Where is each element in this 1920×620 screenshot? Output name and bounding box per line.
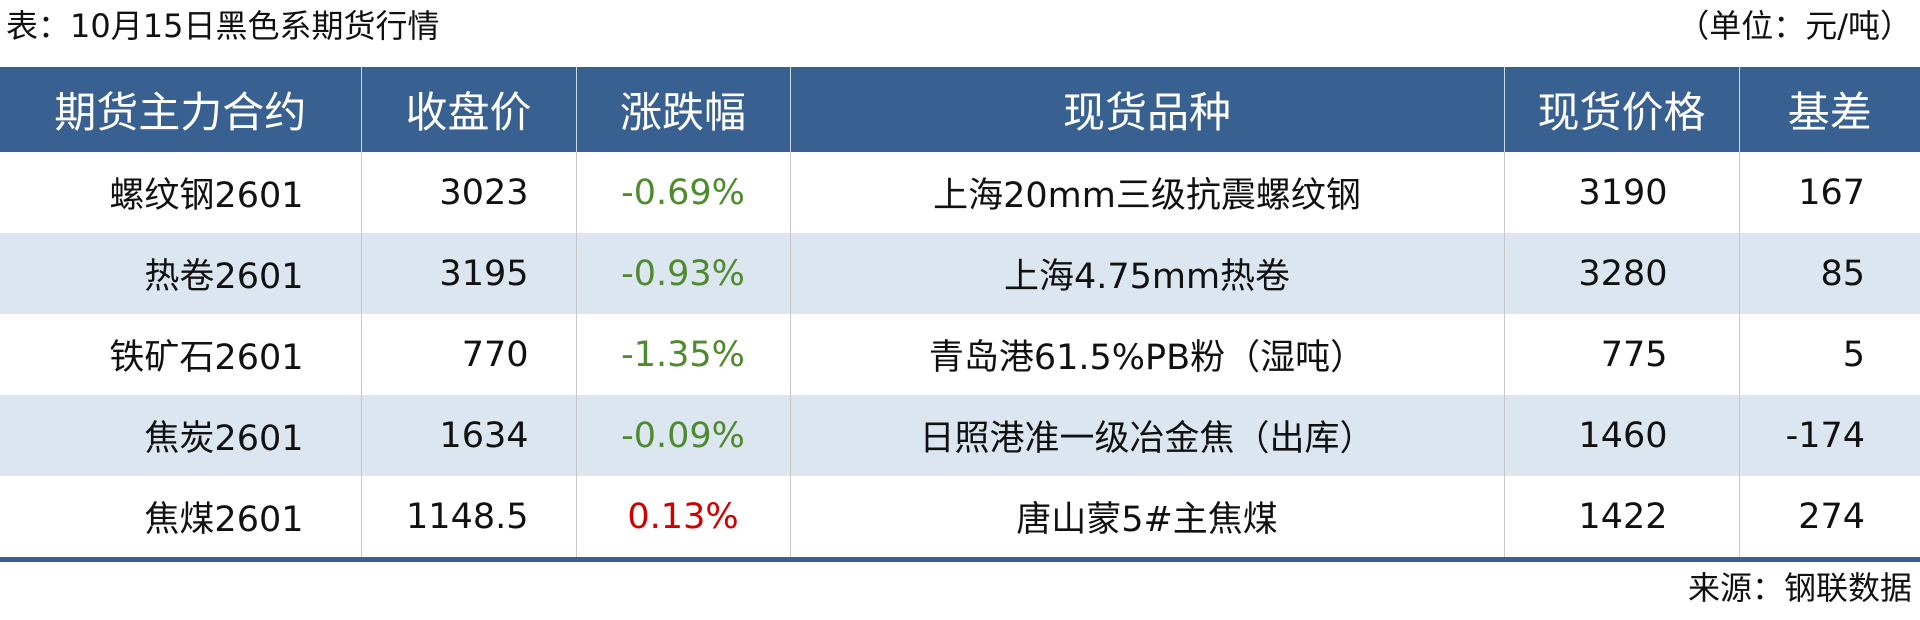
source-note: 来源：钢联数据 bbox=[1687, 569, 1912, 607]
header-basis: 基差 bbox=[1738, 67, 1920, 152]
header-change: 涨跌幅 bbox=[575, 67, 790, 152]
close-cell: 770 bbox=[360, 314, 576, 395]
header-close: 收盘价 bbox=[360, 67, 576, 152]
close-cell: 3195 bbox=[360, 233, 576, 314]
table-row: 螺纹钢2601 3023 -0.69% 上海20mm三级抗震螺纹钢 3190 167 bbox=[0, 152, 1920, 233]
spot-cell: 上海4.75mm热卷 bbox=[789, 233, 1504, 314]
basis-cell: 274 bbox=[1738, 476, 1920, 562]
change-cell: -0.69% bbox=[575, 152, 790, 233]
unit-label: （单位：元/吨） bbox=[1677, 7, 1912, 45]
contract-cell: 螺纹钢2601 bbox=[109, 176, 304, 216]
header-spot-price: 现货价格 bbox=[1503, 67, 1739, 152]
spot-price-cell: 775 bbox=[1503, 314, 1739, 395]
contract-cell: 热卷2601 bbox=[0, 233, 361, 314]
change-cell: -1.35% bbox=[575, 314, 790, 395]
basis-cell: 167 bbox=[1738, 152, 1920, 233]
spot-price-cell: 1422 bbox=[1503, 476, 1739, 562]
contract-cell: 铁矿石2601 bbox=[109, 338, 304, 378]
contract-cell: 焦炭2601 bbox=[0, 395, 361, 476]
spot-price-cell: 3190 bbox=[1503, 152, 1739, 233]
spot-cell: 唐山蒙5#主焦煤 bbox=[789, 476, 1504, 562]
spot-price-cell: 1460 bbox=[1503, 395, 1739, 476]
basis-cell: 5 bbox=[1738, 314, 1920, 395]
spot-price-cell: 3280 bbox=[1503, 233, 1739, 314]
spot-cell: 上海20mm三级抗震螺纹钢 bbox=[789, 152, 1504, 233]
spot-cell: 日照港准一级冶金焦（出库） bbox=[789, 395, 1504, 476]
basis-cell: -174 bbox=[1738, 395, 1920, 476]
contract-cell: 焦煤2601 bbox=[0, 476, 361, 562]
close-cell: 1634 bbox=[360, 395, 576, 476]
table-title: 表：10月15日黑色系期货行情 bbox=[6, 7, 440, 45]
header-contract: 期货主力合约 bbox=[0, 67, 361, 152]
table-row: 焦煤2601 1148.5 0.13% 唐山蒙5#主焦煤 1422 274 bbox=[0, 476, 1920, 562]
header-row: 期货主力合约 收盘价 涨跌幅 现货品种 现货价格 基差 bbox=[0, 67, 1920, 152]
header-spot: 现货品种 bbox=[789, 67, 1504, 152]
spot-cell: 青岛港61.5%PB粉（湿吨） bbox=[789, 314, 1504, 395]
close-cell: 3023 bbox=[360, 152, 576, 233]
table-row: 焦炭2601 1634 -0.09% 日照港准一级冶金焦（出库） 1460 -174 bbox=[0, 395, 1920, 476]
basis-cell: 85 bbox=[1738, 233, 1920, 314]
close-cell: 1148.5 bbox=[360, 476, 576, 562]
futures-table: 期货主力合约 收盘价 涨跌幅 现货品种 现货价格 基差 螺纹钢2601 3023-… bbox=[0, 67, 1920, 562]
table-row: 铁矿石2601 770 -1.35% 青岛港61.5%PB粉（湿吨） 775 5 bbox=[0, 314, 1920, 395]
change-cell: 0.13% bbox=[575, 476, 790, 562]
change-cell: -0.93% bbox=[575, 233, 790, 314]
table-row: 热卷2601 3195 -0.93% 上海4.75mm热卷 3280 85 bbox=[0, 233, 1920, 314]
change-cell: -0.09% bbox=[575, 395, 790, 476]
